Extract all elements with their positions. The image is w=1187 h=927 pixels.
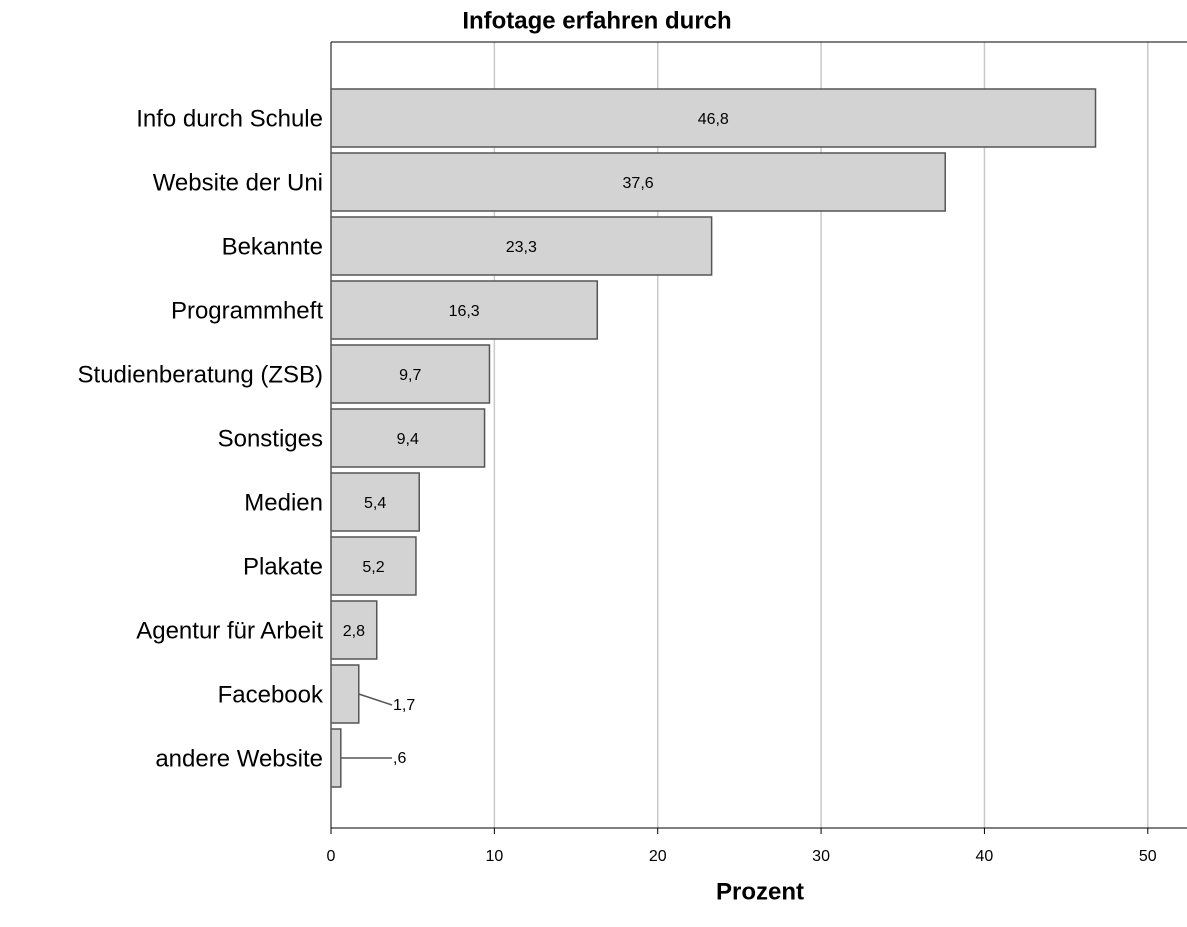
x-tick-label: 50 — [1139, 848, 1157, 865]
y-tick-label: Studienberatung (ZSB) — [78, 361, 323, 388]
bar — [330, 280, 599, 340]
data-label: 23,3 — [506, 239, 537, 256]
y-tick-label: Medien — [244, 489, 323, 516]
y-tick-label: Info durch Schule — [136, 105, 323, 132]
data-label: 37,6 — [623, 175, 654, 192]
bar — [330, 664, 360, 724]
leader-line — [358, 693, 393, 706]
y-tick-label: Sonstiges — [218, 425, 323, 452]
data-label: ,6 — [393, 750, 406, 767]
x-tick-label: 0 — [327, 848, 336, 865]
x-tick-label: 10 — [485, 848, 503, 865]
data-label: 9,4 — [397, 431, 419, 448]
y-tick-label: Plakate — [243, 553, 323, 580]
data-label: 16,3 — [449, 303, 480, 320]
y-tick-label: Agentur für Arbeit — [136, 617, 323, 644]
x-tick-label: 30 — [812, 848, 830, 865]
data-label: 5,4 — [364, 495, 386, 512]
bar — [330, 408, 486, 468]
data-label: 1,7 — [393, 697, 415, 714]
x-axis-label: Prozent — [716, 878, 804, 905]
x-tick-label: 40 — [976, 848, 994, 865]
y-tick-label: Facebook — [218, 681, 324, 708]
data-label: 5,2 — [362, 559, 384, 576]
bar — [330, 728, 342, 788]
bar — [330, 88, 1097, 148]
chart-title: Infotage erfahren durch — [462, 7, 731, 34]
bar — [330, 472, 420, 532]
data-label: 9,7 — [399, 367, 421, 384]
data-label: 46,8 — [698, 111, 729, 128]
bar — [330, 536, 417, 596]
data-label: 2,8 — [343, 623, 365, 640]
y-tick-label: andere Website — [155, 745, 323, 772]
bar — [330, 600, 378, 660]
bar — [330, 152, 946, 212]
y-tick-label: Bekannte — [222, 233, 323, 260]
x-tick-label: 20 — [649, 848, 667, 865]
y-tick-label: Website der Uni — [153, 169, 323, 196]
y-tick-label: Programmheft — [171, 297, 323, 324]
bar — [330, 216, 713, 276]
bar — [330, 344, 491, 404]
